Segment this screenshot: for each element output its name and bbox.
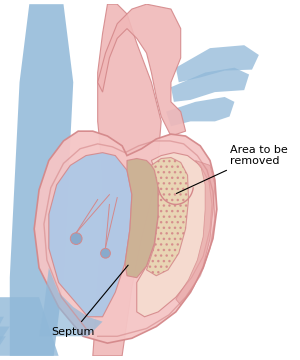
Polygon shape [176, 45, 259, 82]
Polygon shape [34, 131, 217, 343]
Polygon shape [166, 97, 234, 126]
Polygon shape [176, 161, 215, 305]
Polygon shape [125, 158, 158, 278]
Text: Septum: Septum [52, 265, 128, 337]
Polygon shape [0, 297, 58, 356]
Polygon shape [171, 68, 249, 102]
Polygon shape [98, 4, 186, 136]
Circle shape [100, 248, 110, 258]
Text: Area to be
removed: Area to be removed [176, 145, 287, 193]
Polygon shape [10, 4, 73, 356]
Polygon shape [93, 4, 161, 356]
Polygon shape [0, 317, 4, 332]
Polygon shape [137, 153, 212, 317]
Polygon shape [0, 327, 10, 341]
Polygon shape [49, 153, 132, 317]
Polygon shape [39, 268, 103, 336]
Polygon shape [146, 158, 188, 276]
Circle shape [70, 233, 82, 244]
Polygon shape [0, 336, 6, 351]
